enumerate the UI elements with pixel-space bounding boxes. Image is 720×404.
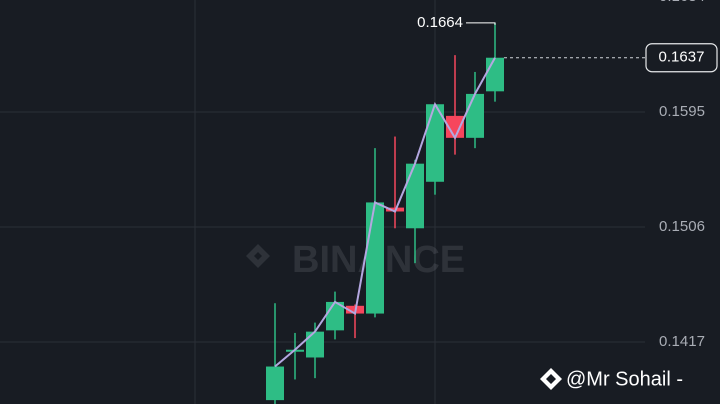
candle-body: [426, 104, 444, 182]
y-tick-label: 0.1595: [659, 103, 705, 120]
high-annotation: 0.1664: [417, 14, 463, 31]
candle-body: [366, 202, 384, 314]
candle-body: [406, 163, 424, 229]
watermark-logo: [246, 244, 270, 268]
candle-body: [266, 366, 284, 401]
high-leader: [466, 22, 496, 25]
close-line: [274, 57, 496, 368]
candle-body: [486, 57, 504, 92]
candle-body: [306, 331, 324, 358]
credit: @Mr Sohail -: [566, 368, 683, 390]
candle-body: [466, 93, 484, 138]
last-price-label: 0.1637: [659, 49, 705, 66]
last-price-box: [645, 43, 718, 73]
y-tick-label: 0.1506: [659, 218, 705, 235]
candle-body: [446, 115, 464, 138]
credit-logo: [540, 368, 562, 390]
grid: 0.1417 0.1506 0.1595 0.1684: [0, 0, 705, 350]
y-tick-label: 0.1684: [659, 0, 705, 5]
plot: 0.1664 0.1637: [266, 14, 718, 404]
y-tick-label: 0.1417: [659, 333, 705, 350]
